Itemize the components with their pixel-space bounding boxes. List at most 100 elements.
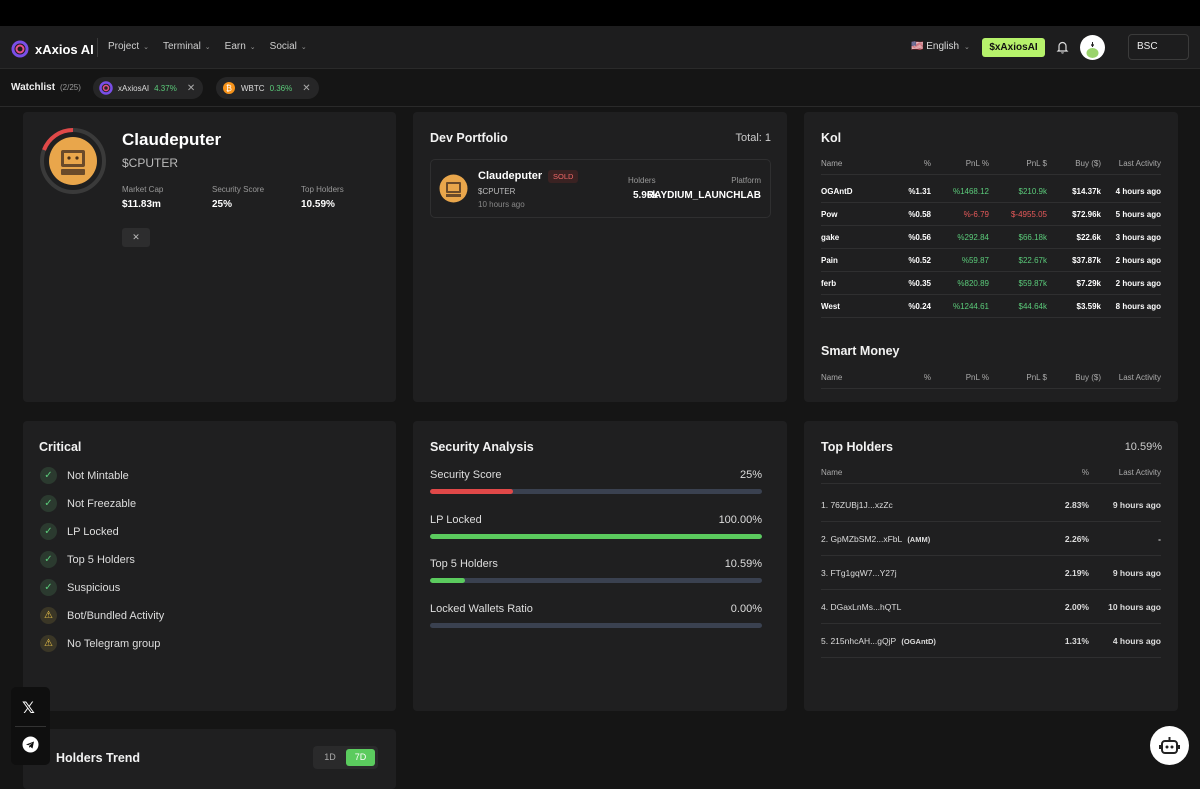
kol-cell-pnld: $66.18k [1018,232,1047,242]
top-holder-row[interactable]: 3. FTg1gqW7...Y27j 2.19% 9 hours ago [821,556,1161,590]
progress-bar [430,578,762,583]
check-icon: ✓ [40,551,57,568]
bitcoin-icon: ₿ [223,82,235,94]
menu-terminal[interactable]: Terminal ⌄ [163,41,211,52]
language-select[interactable]: 🇺🇸 English ⌄ [911,41,970,52]
top-holders-title: Top Holders [821,440,893,454]
critical-item: ✓ Suspicious [40,579,120,596]
kol-table-row[interactable]: West %0.24 %1244.61 $44.64k $3.59k 8 hours ag… [821,295,1161,318]
security-analysis-card: Security Analysis Security Score 25% LP Lo… [413,421,787,711]
progress-bar [430,622,762,628]
dev-portfolio-title: Dev Portfolio [430,131,508,145]
kol-table-row[interactable]: Pow %0.58 %-6.79 $-4955.05 $72.96k 5 hours ag… [821,203,1161,226]
kol-title: Kol [821,131,842,145]
top-holder-row[interactable]: 4. DGaxLnMs...hQTL 2.00% 10 hours ago [821,590,1161,624]
token-logo-icon [439,174,468,203]
security-metric-label: Top 5 Holders [430,558,498,570]
holder-pct: 2.00% [1064,601,1089,612]
kol-table-row[interactable]: OGAntD %1.31 %1468.12 $210.9k $14.37k 4 hours… [821,180,1161,203]
progress-fill [430,489,513,494]
holder-address[interactable]: 5. 215nhcAH...gQjP [821,635,896,646]
holder-address[interactable]: 4. DGaxLnMs...hQTL [821,601,902,612]
avatar[interactable] [1080,35,1105,60]
token-button[interactable]: $xAxiosAI [982,38,1045,57]
kol-table-row[interactable]: ferb %0.35 %820.89 $59.87k $7.29k 2 hours ago [821,272,1161,295]
security-metric: LP Locked 100.00% [430,514,762,539]
holders-trend-title: Holders Trend [56,751,141,765]
top-bar [0,0,1200,26]
navbar: xAxios AI Project ⌄ Terminal ⌄ Earn ⌄ Socia… [0,26,1200,69]
holder-address[interactable]: 1. 76ZUBj1J...xzZc [821,499,893,510]
brand-name: xAxios AI [35,41,94,57]
range-7d-button[interactable]: 7D [346,749,375,766]
nav-divider [97,38,98,57]
security-metric-label: Security Score [430,469,502,481]
watchlist-item-wbtc[interactable]: ₿ WBTC 0.36% ✕ [216,77,319,99]
progress-fill [430,533,762,539]
x-icon[interactable]: ✕ [122,228,150,247]
critical-item: ✓ Not Mintable [40,467,129,484]
holder-pct: 2.19% [1064,567,1089,578]
close-icon[interactable]: ✕ [186,82,196,94]
holder-address[interactable]: 3. FTg1gqW7...Y27j [821,567,897,578]
menu-project[interactable]: Project ⌄ [108,41,149,52]
token-name: Claudeputer [122,130,222,149]
watchlist-item-xaxiosai[interactable]: xAxiosAI 4.37% ✕ [93,77,204,99]
menu-earn[interactable]: Earn ⌄ [224,41,256,52]
telegram-icon[interactable] [22,736,39,753]
kol-cell-last: 4 hours ago [1115,186,1161,196]
kol-cell-pct: %0.58 [908,209,931,219]
holder-last-activity: 4 hours ago [1112,635,1161,646]
progress-fill [430,578,466,583]
kol-cell-last: 8 hours ago [1115,301,1161,311]
critical-item-label: Suspicious [67,581,121,594]
security-metric-value: 10.59% [724,558,762,570]
top-holders-table-header: Name % Last Activity [821,461,1161,484]
kol-cell-pnlp: %1468.12 [952,186,989,196]
holder-last-activity: 9 hours ago [1112,567,1161,578]
critical-item: ⚠ Bot/Bundled Activity [40,607,164,624]
chevron-down-icon: ⌄ [300,44,307,51]
x-icon[interactable]: 𝕏 [22,700,35,717]
token-logo-icon [99,81,113,95]
top-holder-row[interactable]: 2. GpMZbSM2...xFbL (AMM) 2.26% - [821,522,1161,556]
check-icon: ✓ [40,495,57,512]
critical-item-label: No Telegram group [67,637,161,650]
kol-cell-pct: %0.24 [908,301,931,311]
holders-trend-card: Holders Trend 1D 7D [23,729,396,789]
security-metric: Locked Wallets Ratio 0.00% [430,603,762,628]
close-icon[interactable]: ✕ [302,82,311,94]
watchlist-count: (2/25) [60,83,81,92]
holder-last-activity: - [1158,533,1161,544]
chevron-down-icon: ⌄ [249,44,256,51]
range-1d-button[interactable]: 1D [324,752,336,762]
chain-select[interactable]: BSC [1128,34,1189,60]
dev-portfolio-item[interactable]: Claudeputer SOLD $CPUTER 10 hours ago Ho… [430,159,771,218]
security-metric-value: 25% [739,469,762,481]
kol-table-header: Name % PnL % PnL $ Buy ($) Last Activity [821,152,1161,175]
security-metric: Security Score 25% [430,469,762,494]
kol-card: Kol Name % PnL % PnL $ Buy ($) Last Acti… [804,112,1178,402]
kol-cell-name: West [821,301,840,311]
chatbot-button[interactable] [1150,726,1189,765]
check-icon: ✓ [40,467,57,484]
security-metric-label: LP Locked [430,513,482,526]
warning-icon: ⚠ [40,635,57,652]
holder-address[interactable]: 2. GpMZbSM2...xFbL [821,533,902,544]
kol-cell-buy: $72.96k [1072,209,1101,219]
kol-table-row[interactable]: gake %0.56 %292.84 $66.18k $22.6k 3 hours ago [821,226,1161,249]
security-metric-value: 100.00% [718,513,762,526]
kol-table-row[interactable]: Pain %0.52 %59.87 $22.67k $37.87k 2 hours ago [821,249,1161,272]
holder-pct: 2.26% [1064,533,1089,544]
kol-cell-pnlp: %59.87 [961,255,989,265]
bell-icon[interactable] [1056,40,1069,59]
smart-money-title: Smart Money [821,344,900,358]
menu-social[interactable]: Social ⌄ [269,41,307,52]
top-holder-row[interactable]: 5. 215nhcAH...gQjP (OGAntD) 1.31% 4 hours … [821,624,1161,658]
chevron-down-icon: ⌄ [204,44,211,51]
kol-cell-pnlp: %1244.61 [952,301,989,311]
critical-item-label: LP Locked [67,525,119,538]
top-holder-row[interactable]: 1. 76ZUBj1J...xzZc 2.83% 9 hours ago [821,488,1161,522]
token-symbol: $CPUTER [122,156,179,170]
logo[interactable]: xAxios AI [11,40,94,58]
